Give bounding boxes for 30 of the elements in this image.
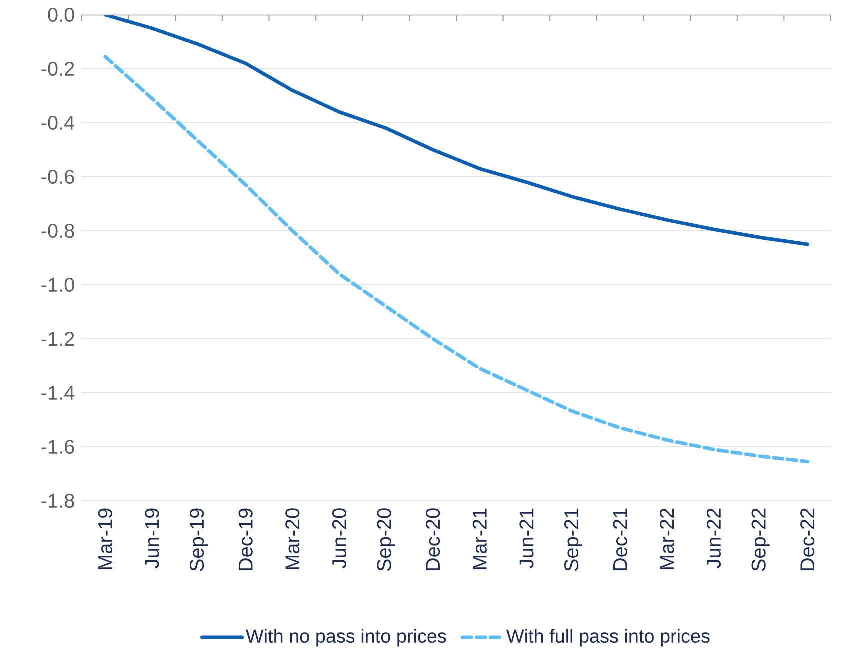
x-tick-label: Dec-19 xyxy=(238,508,253,570)
legend-label: With full pass into prices xyxy=(506,629,710,647)
y-tick-label: -1.6 xyxy=(42,440,74,454)
x-tick-label: Sep-20 xyxy=(377,508,396,572)
x-tick-label: Sep-19 xyxy=(190,508,208,572)
line-series xyxy=(104,14,810,246)
x-tick-label: Mar-21 xyxy=(472,508,487,570)
y-tick-label: 0.0 xyxy=(48,8,74,22)
x-tick-label: Jun-22 xyxy=(706,508,722,568)
x-tick-label: Mar-19 xyxy=(98,508,112,570)
x-tick-label: Jun-19 xyxy=(145,508,160,568)
y-tick-label: -0.6 xyxy=(42,170,74,184)
x-tick-label: Dec-20 xyxy=(426,508,440,570)
y-tick-label: -1.4 xyxy=(42,386,75,400)
x-tick-label: Dec-21 xyxy=(613,508,628,570)
x-tick-label: Mar-22 xyxy=(660,508,674,570)
x-tick-label: Dec-22 xyxy=(800,508,815,570)
x-tick-label: Sep-22 xyxy=(752,508,770,572)
y-tick-label: -1.8 xyxy=(42,494,74,508)
y-tick-label: -0.4 xyxy=(42,116,75,130)
y-tick-label: -0.8 xyxy=(42,224,74,238)
y-tick-label: -1.0 xyxy=(42,278,74,292)
y-tick-label: -1.2 xyxy=(42,332,74,346)
x-tick-label: Sep-21 xyxy=(564,508,583,572)
x-tick-label: Mar-20 xyxy=(286,508,300,570)
y-tick-label: -0.2 xyxy=(42,62,74,76)
x-tick-label: Jun-20 xyxy=(332,508,347,568)
legend-label: With no pass into prices xyxy=(246,629,446,647)
x-tick-label: Jun-21 xyxy=(520,508,534,568)
line-series xyxy=(104,55,810,464)
